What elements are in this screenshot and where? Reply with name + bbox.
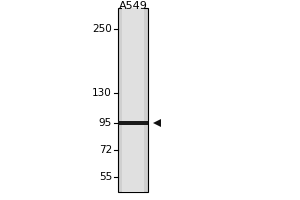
Text: 72: 72 bbox=[99, 145, 112, 155]
Text: 55: 55 bbox=[99, 172, 112, 182]
Bar bbox=[122, 8, 144, 192]
Text: 95: 95 bbox=[99, 118, 112, 128]
Text: A549: A549 bbox=[118, 1, 147, 11]
Text: 130: 130 bbox=[92, 88, 112, 98]
Bar bbox=[118, 8, 148, 192]
Bar bbox=[118, 121, 148, 125]
Text: 250: 250 bbox=[92, 24, 112, 34]
